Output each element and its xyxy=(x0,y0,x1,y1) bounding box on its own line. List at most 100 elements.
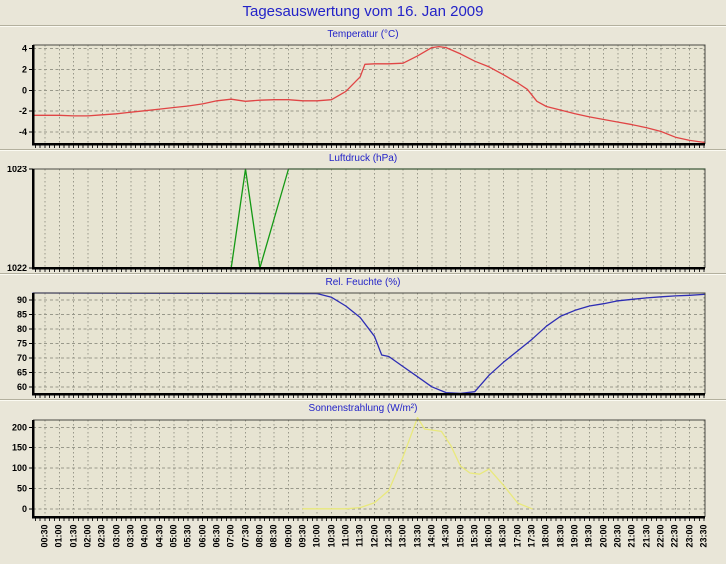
time-label: 17:30 xyxy=(526,524,537,548)
y-axis-tick-label: 1022 xyxy=(7,263,27,273)
y-axis-tick-label: -4 xyxy=(19,127,27,137)
y-axis-tick-label: 0 xyxy=(22,85,27,95)
series-line xyxy=(302,416,533,510)
time-label: 01:00 xyxy=(53,524,64,548)
section-divider xyxy=(0,25,726,27)
time-label: 16:00 xyxy=(483,524,494,548)
time-label: 20:00 xyxy=(598,524,609,548)
plot-frame xyxy=(33,292,706,394)
radiation-chart-section: Sonnenstrahlung (W/m²) 200 150 100 50 0 00:3… xyxy=(0,401,726,561)
time-label: 13:00 xyxy=(397,524,408,548)
y-axis-tick-label: 1023 xyxy=(7,166,27,174)
y-axis-ticks xyxy=(29,299,33,388)
time-label: 02:30 xyxy=(96,524,107,548)
y-axis-ticks xyxy=(29,426,33,510)
time-label: 11:00 xyxy=(340,524,351,548)
time-label: 14:30 xyxy=(440,524,451,548)
time-label: 16:30 xyxy=(497,524,508,548)
time-label: 09:00 xyxy=(283,524,293,548)
humidity-chart-plot: 90 85 80 75 70 65 60 xyxy=(17,292,706,398)
x-minor-ticks xyxy=(34,518,705,521)
time-label: 02:00 xyxy=(82,524,93,548)
x-minor-ticks xyxy=(34,269,705,272)
time-label: 08:30 xyxy=(268,524,279,548)
y-axis-tick-label: 85 xyxy=(17,310,27,320)
radiation-chart-plot: 200 150 100 50 0 xyxy=(12,416,706,521)
y-axis-tick-label: 80 xyxy=(17,324,27,334)
time-label: 12:00 xyxy=(369,524,379,548)
time-axis-labels: 00:30 01:00 01:30 02:00 02:30 03:00 03:30 04:00… xyxy=(0,521,726,561)
section-divider xyxy=(0,399,726,401)
x-gridlines xyxy=(44,169,705,268)
y-axis-tick-label: 150 xyxy=(12,443,27,453)
y-axis-ticks xyxy=(29,48,33,133)
time-label: 12:30 xyxy=(383,524,394,548)
temperature-chart-plot: 4 2 0 -2 -4 xyxy=(19,44,706,148)
time-label: 10:30 xyxy=(326,524,336,548)
time-label: 07:00 xyxy=(225,524,236,548)
time-label: 06:30 xyxy=(211,524,222,548)
x-gridlines xyxy=(44,45,705,144)
time-label: 11:30 xyxy=(354,524,365,548)
y-gridlines xyxy=(33,48,705,133)
humidity-chart-title: Rel. Feuchte (%) xyxy=(325,277,401,288)
y-axis-tick-label: 75 xyxy=(17,339,27,349)
time-label: 06:00 xyxy=(197,524,208,548)
time-label: 22:00 xyxy=(655,524,666,548)
plot-frame xyxy=(33,168,706,268)
time-label: 22:30 xyxy=(669,524,680,548)
time-label: 21:00 xyxy=(626,524,637,548)
pressure-chart-title: Luftdruck (hPa) xyxy=(328,153,398,164)
time-label: 03:30 xyxy=(125,524,136,548)
y-axis-tick-label: 50 xyxy=(17,484,27,494)
time-label: 13:30 xyxy=(412,524,422,548)
time-label: 00:30 xyxy=(39,524,50,548)
y-axis-tick-label: 2 xyxy=(22,65,27,75)
plot-axes xyxy=(31,293,705,396)
time-label: 07:30 xyxy=(240,524,250,548)
y-axis-tick-label: 70 xyxy=(17,353,27,363)
y-axis-tick-label: 200 xyxy=(12,422,27,432)
y-gridlines xyxy=(33,426,705,510)
time-label: 04:30 xyxy=(154,524,165,548)
time-label: 18:30 xyxy=(555,524,566,548)
plot-axes xyxy=(31,420,705,519)
time-label: 05:30 xyxy=(182,524,193,548)
humidity-chart-section: Rel. Feuchte (%) 90 85 80 75 70 65 60 xyxy=(0,275,726,399)
section-divider xyxy=(0,149,726,151)
time-label: 15:00 xyxy=(455,524,465,548)
time-label: 01:30 xyxy=(68,524,79,548)
time-label: 21:30 xyxy=(641,524,652,548)
time-label: 14:00 xyxy=(426,524,437,548)
y-axis-tick-label: 0 xyxy=(22,504,27,514)
plot-axes xyxy=(31,169,705,270)
plot-axes xyxy=(31,45,705,146)
plot-frame xyxy=(33,419,706,517)
plot-frame xyxy=(33,44,706,144)
time-label: 04:00 xyxy=(139,524,150,548)
temperature-chart-title: Temperatur (°C) xyxy=(327,29,399,40)
time-label: 10:00 xyxy=(311,524,322,548)
time-label: 17:00 xyxy=(512,524,523,548)
pressure-chart-section: Luftdruck (hPa) 1023 1022 xyxy=(0,151,726,273)
y-axis-tick-label: -2 xyxy=(19,106,27,116)
time-label: 19:30 xyxy=(583,524,594,548)
series-line xyxy=(32,292,706,395)
time-label: 15:30 xyxy=(469,524,480,548)
x-minor-ticks xyxy=(34,145,705,148)
x-minor-ticks xyxy=(34,395,705,398)
page-title: Tagesauswertung vom 16. Jan 2009 xyxy=(242,3,484,20)
time-label: 20:30 xyxy=(612,524,623,548)
time-label: 18:00 xyxy=(540,524,551,548)
time-label: 08:00 xyxy=(254,524,265,548)
time-label: 23:30 xyxy=(698,524,709,548)
time-label: 19:00 xyxy=(569,524,580,548)
section-divider xyxy=(0,273,726,275)
time-label: 09:30 xyxy=(297,524,308,548)
y-axis-tick-label: 60 xyxy=(17,382,27,392)
y-axis-tick-label: 65 xyxy=(17,367,27,377)
y-axis-tick-label: 100 xyxy=(12,463,27,473)
pressure-chart-plot: 1023 1022 xyxy=(7,166,706,273)
radiation-chart-title: Sonnenstrahlung (W/m²) xyxy=(308,403,418,414)
y-axis-tick-label: 90 xyxy=(17,295,27,305)
